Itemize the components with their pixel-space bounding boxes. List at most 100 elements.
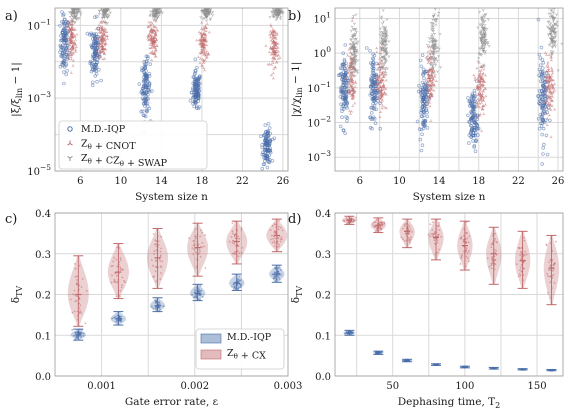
data-point [541, 60, 546, 65]
violin-point [280, 274, 282, 276]
violin-point [552, 269, 554, 272]
tick-exponent: 0 [326, 45, 331, 54]
data-point [350, 25, 354, 29]
data-point [380, 22, 385, 25]
data-point [478, 93, 483, 96]
violin [343, 329, 356, 336]
data-point [264, 44, 268, 47]
data-point [104, 9, 108, 12]
data-point [94, 47, 98, 52]
violin-point [152, 307, 155, 310]
violin-point [155, 280, 158, 283]
data-point [553, 22, 557, 26]
violin-point [403, 225, 406, 228]
point-cluster [268, 8, 285, 22]
point-cluster [536, 17, 552, 166]
data-point [355, 69, 360, 72]
data-point [153, 48, 157, 52]
data-point [72, 13, 76, 16]
data-point [545, 99, 549, 103]
violin-point [407, 236, 410, 239]
violin-point [433, 231, 436, 233]
violin-point [410, 236, 412, 239]
violin-point [155, 300, 158, 302]
x-tick-label: 50 [386, 381, 399, 392]
data-point [425, 99, 430, 104]
violin [401, 358, 413, 363]
x-axis-label: Gate error rate, ε [125, 396, 218, 408]
data-point [372, 53, 377, 58]
data-point [354, 30, 358, 34]
violin-point [74, 263, 76, 265]
data-point [541, 109, 546, 113]
data-point [279, 15, 283, 19]
violin-point [115, 315, 117, 318]
violin-point [198, 248, 201, 251]
point-cluster [85, 14, 103, 87]
violin-point [277, 267, 280, 270]
violin [226, 220, 248, 265]
violin-point [191, 293, 194, 296]
data-point [423, 123, 427, 127]
data-point [102, 15, 106, 18]
violin-point [199, 298, 201, 301]
data-point [546, 61, 550, 64]
data-point [482, 99, 486, 102]
data-point [374, 107, 378, 112]
data-point [432, 56, 436, 59]
data-point [483, 41, 487, 44]
data-point [419, 64, 424, 69]
violin-point [160, 235, 163, 238]
violin-point [278, 219, 280, 222]
data-point [432, 75, 437, 79]
data-point [272, 11, 276, 14]
data-point [475, 116, 479, 120]
violin-point [82, 334, 85, 337]
data-point [369, 77, 374, 81]
data-point [481, 35, 485, 38]
label-part: Z [227, 348, 234, 359]
axes-frame [54, 7, 289, 172]
data-point [338, 66, 343, 70]
data-point [341, 128, 346, 132]
violin-point [154, 307, 157, 309]
violin [67, 255, 89, 327]
violin-point [279, 238, 282, 241]
data-point [552, 8, 556, 11]
violin-point [124, 281, 126, 284]
legend-label: M.D.-IQPM.D.-IQP [227, 332, 272, 343]
data-point [158, 8, 162, 11]
data-point [538, 63, 543, 67]
data-point [483, 24, 487, 27]
violin-point [278, 266, 281, 269]
violin [107, 243, 129, 300]
data-point [551, 45, 555, 49]
data-point [378, 85, 382, 88]
data-point [481, 95, 485, 99]
data-point [60, 10, 64, 14]
data-point [91, 46, 95, 51]
violin-point [515, 263, 518, 265]
violin-point [232, 239, 234, 242]
data-point [63, 26, 68, 31]
data-point [480, 129, 484, 133]
data-point [434, 20, 438, 24]
data-point [346, 81, 350, 85]
data-point [480, 105, 484, 108]
violin-point [466, 252, 469, 254]
data-point [381, 9, 385, 12]
data-point [271, 30, 275, 34]
data-point [200, 49, 204, 52]
data-point [476, 79, 480, 82]
data-point [69, 55, 73, 59]
data-point [436, 49, 440, 53]
violin-point [273, 232, 276, 234]
data-point [475, 105, 479, 108]
violin-point [188, 237, 191, 240]
data-point [380, 32, 384, 36]
violin-point [74, 337, 77, 340]
data-point [372, 99, 376, 103]
violin-point [197, 287, 200, 289]
data-point [202, 53, 207, 56]
x-axis-label: Dephasing time, T2 [398, 396, 500, 410]
